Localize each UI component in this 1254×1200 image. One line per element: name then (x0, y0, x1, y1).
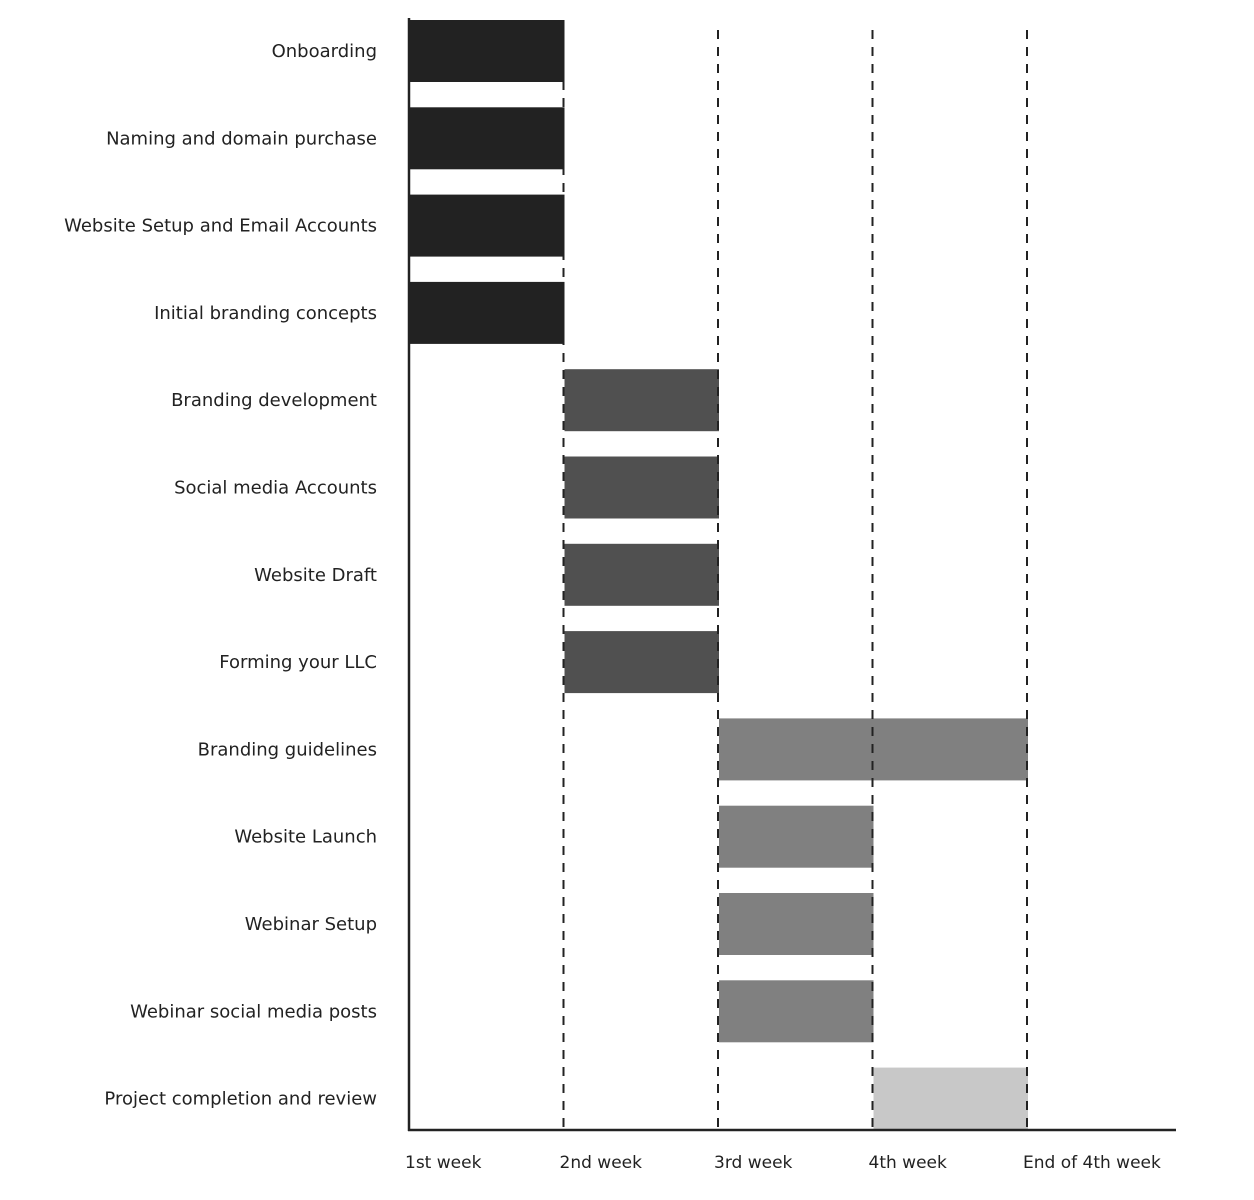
task-bar (719, 980, 874, 1043)
task-labels-group: Onboarding Naming and domain purchase Webs… (64, 41, 377, 1110)
task-label: Social media Accounts (174, 478, 377, 499)
task-bar (410, 20, 565, 82)
task-label: Website Draft (254, 565, 377, 586)
task-bar (564, 456, 719, 519)
task-label: Website Launch (234, 827, 377, 848)
task-bar (719, 893, 874, 955)
task-bar (719, 805, 874, 868)
x-tick-label: 4th week (869, 1153, 947, 1173)
task-bar (564, 543, 719, 606)
task-label: Branding guidelines (198, 739, 377, 760)
task-label: Naming and domain purchase (106, 128, 377, 149)
task-label: Onboarding (272, 41, 377, 62)
task-label: Webinar social media posts (130, 1001, 377, 1022)
task-label: Project completion and review (104, 1089, 377, 1110)
task-bar (564, 369, 719, 432)
task-bar (410, 107, 565, 170)
task-label: Website Setup and Email Accounts (64, 216, 377, 237)
grid-group (562, 30, 1028, 1130)
x-tick-labels-group: 1st week 2nd week 3rd week 4th week End of 4… (405, 1153, 1161, 1173)
x-tick-label: 3rd week (714, 1153, 793, 1173)
bars-group (410, 20, 1028, 1130)
x-tick-label: 2nd week (560, 1153, 643, 1173)
task-bar (873, 1067, 1028, 1130)
task-bar (564, 631, 719, 694)
task-label: Forming your LLC (219, 652, 377, 673)
task-label: Branding development (171, 390, 377, 411)
task-bar (410, 194, 565, 257)
task-bar (410, 281, 565, 344)
task-label: Initial branding concepts (154, 303, 377, 324)
x-tick-label: 1st week (405, 1153, 482, 1173)
task-label: Webinar Setup (245, 914, 377, 935)
x-tick-label: End of 4th week (1023, 1153, 1161, 1173)
